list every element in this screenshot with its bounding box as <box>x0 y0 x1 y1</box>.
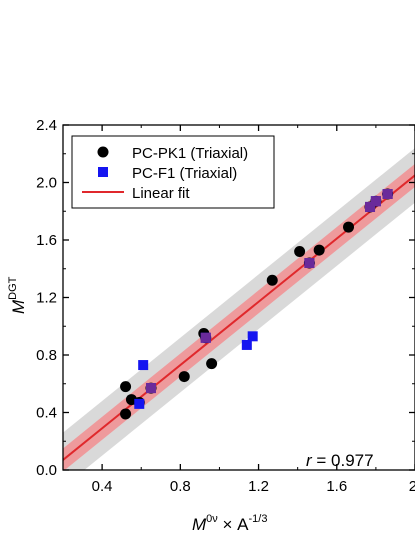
legend: PC-PK1 (Triaxial) PC-F1 (Triaxial) Linear … <box>71 135 275 209</box>
axes: 0.4 0.8 1.2 1.6 2. 0.0 0.4 0.8 1.2 1.6 2.0 2.4 <box>36 117 415 495</box>
overlap-point-8 <box>370 196 381 207</box>
x-label-rest: × A <box>218 515 249 534</box>
point-f1-1 <box>134 398 145 409</box>
point-pk1-7 <box>294 246 306 257</box>
r-value: = 0.977 <box>312 451 374 470</box>
legend-label-2: Linear fit <box>132 185 190 202</box>
point-f1-0 <box>138 360 149 371</box>
point-pk1-6 <box>266 274 278 286</box>
y-axis-label-group: MDGT <box>7 276 28 314</box>
legend-marker-pk1 <box>97 146 109 158</box>
x-tick-label-4: 2. <box>409 478 415 495</box>
legend-marker-f1 <box>98 167 108 177</box>
point-pk1-0 <box>120 381 132 393</box>
x-tick-label-0: 0.4 <box>92 478 113 495</box>
y-tick-label-5: 2.0 <box>36 175 57 192</box>
x-tick-label-1: 0.8 <box>170 478 191 495</box>
y-tick-label-2: 0.8 <box>36 347 57 364</box>
point-pk1-1 <box>120 408 132 420</box>
r-symbol: r <box>306 451 313 470</box>
y-tick-label-0: 0.0 <box>36 462 57 479</box>
x-label-base-sup: 0ν <box>206 513 218 525</box>
y-label-base: M <box>9 299 28 314</box>
overlap-point-9 <box>382 189 393 199</box>
point-pk1-8 <box>313 244 325 256</box>
point-pk1-5 <box>206 358 218 370</box>
x-label-rest-sup: -1/3 <box>249 513 268 525</box>
overlap-point-6 <box>304 258 315 268</box>
y-label-sup: DGT <box>7 276 19 300</box>
legend-label-1: PC-F1 (Triaxial) <box>132 165 237 182</box>
fit-line <box>63 174 415 461</box>
point-pk1-9 <box>343 221 355 233</box>
x-tick-label-2: 1.2 <box>248 478 269 495</box>
r-annotation: r = 0.977 <box>306 451 374 470</box>
overlap-point-7 <box>365 201 376 212</box>
y-tick-label-6: 2.4 <box>36 117 57 134</box>
point-f1-5 <box>247 331 258 342</box>
point-pk1-3 <box>178 371 190 383</box>
x-label-base: M <box>192 515 207 534</box>
legend-label-0: PC-PK1 (Triaxial) <box>132 145 248 162</box>
y-tick-label-1: 0.4 <box>36 405 57 422</box>
y-tick-label-3: 1.2 <box>36 290 57 307</box>
fit-line-group <box>63 174 415 461</box>
overlap-point-2 <box>146 383 156 394</box>
data-points <box>120 188 394 420</box>
overlap-point-3 <box>200 332 211 343</box>
y-axis-label: MDGT <box>7 276 28 314</box>
x-axis-label: M0ν × A-1/3 <box>192 513 267 534</box>
y-tick-label-4: 1.6 <box>36 232 57 249</box>
point-f1-4 <box>241 339 252 350</box>
x-tick-label-3: 1.6 <box>326 478 347 495</box>
